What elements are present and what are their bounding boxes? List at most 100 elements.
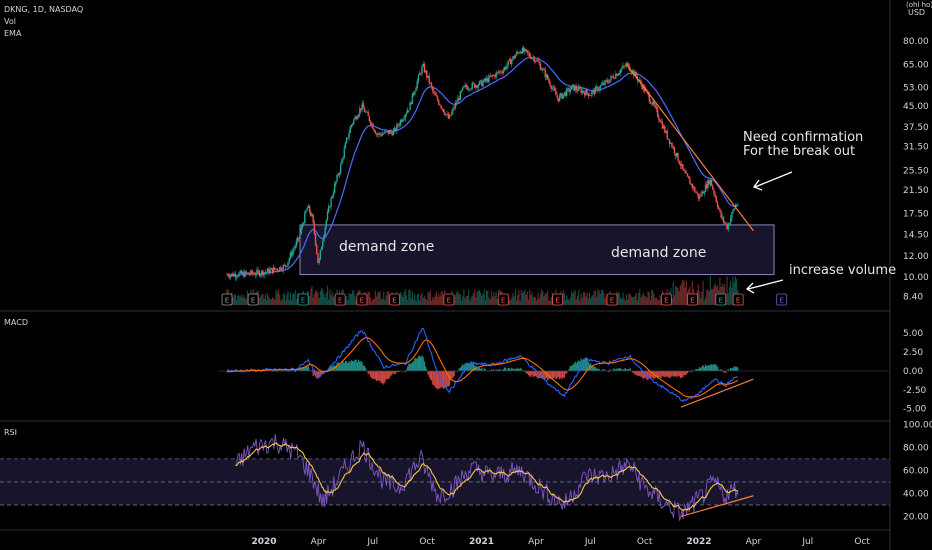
volume-bar [579,300,581,305]
candle-body [484,78,487,81]
candle-body [648,94,651,102]
volume-bar [267,293,269,305]
volume-bar [518,289,520,305]
earnings-badge[interactable] [606,293,618,306]
volume-bar [258,297,260,305]
earnings-badge[interactable] [443,293,455,306]
candle-body [521,47,524,54]
volume-bar [384,300,386,305]
candle-body [726,223,728,230]
earnings-badge[interactable] [221,293,233,306]
earnings-badge[interactable] [552,293,564,306]
macd-divergence-line[interactable] [680,378,754,408]
volume-bar [310,288,312,305]
candle-body [288,258,290,263]
candle-body [515,52,518,56]
volume-bar [679,285,682,305]
macd-tick-label: -5.00 [903,405,927,415]
earnings-badge-label: E [338,297,342,305]
candle-body [440,105,442,109]
volume-bar [618,293,620,305]
volume-bar [311,285,313,305]
price-tick-label: 65.00 [903,60,929,70]
macd-hist-bar [641,370,643,378]
volume-bar [435,291,437,305]
volume-bar [320,288,323,305]
earnings-badge[interactable] [247,293,259,306]
macd-hist-bar [300,367,302,371]
rsi-divergence-line[interactable] [680,495,754,518]
volume-bar [481,295,483,305]
macd-hist-bar [663,370,665,377]
earnings-badge-label: E [555,297,559,305]
macd-hist-bar [579,361,581,371]
macd-hist-bar [442,370,445,389]
macd-tick-label: 2.50 [903,348,923,358]
candle-body [361,103,363,110]
volume-bar [276,292,278,305]
candle-body [243,272,245,277]
macd-hist-bar [688,370,690,372]
volume-bar [407,300,409,305]
rsi-pane[interactable]: 100.00 80.00 60.00 40.00 20.00 [0,420,932,522]
macd-hist-bar [547,370,549,381]
candle-body [716,201,719,207]
trendline[interactable] [626,64,754,232]
macd-pane[interactable]: 5.00 2.50 0.00 -2.50 -5.00 [218,327,927,415]
candle-body [264,271,267,273]
macd-hist-bar [678,370,680,377]
volume-bar [574,290,576,305]
earnings-badge[interactable] [660,293,672,306]
arrow-icon[interactable] [745,279,784,294]
earnings-badge[interactable] [732,293,744,306]
candle-body [403,118,405,120]
macd-hist-bar [297,369,299,371]
macd-hist-bar [349,362,351,371]
macd-hist-bar [489,370,491,372]
earnings-badge[interactable] [297,293,309,306]
volume-bar [281,299,283,305]
macd-hist-bar [517,367,519,371]
macd-hist-bar [361,362,363,371]
macd-hist-bar [730,368,732,371]
pane-separators [0,0,891,550]
price-pane[interactable]: 80.00 65.00 53.00 45.00 37.50 31.50 25.50 21.50… [221,37,929,306]
candle-body [447,113,450,119]
earnings-badge[interactable] [389,293,400,306]
macd-hist-bar [722,370,725,373]
volume-bar [605,295,607,305]
macd-hist-bar [298,370,300,371]
candle-body [570,86,573,90]
macd-hist-bar [435,370,437,389]
volume-bar [496,299,498,305]
macd-hist-bar [425,366,427,371]
volume-bar [289,292,292,305]
earnings-badge[interactable] [715,293,727,306]
arrow-icon[interactable] [752,171,793,191]
volume-bar [550,297,552,305]
demand-zone-box[interactable] [299,224,775,276]
volume-bar [426,300,428,305]
macd-hist-bar [291,369,293,371]
candle-body [609,79,611,83]
macd-hist-bar [372,370,374,380]
volume-bar [408,290,410,305]
macd-hist-bar [708,365,710,371]
candle-body [534,60,537,62]
candle-body [536,59,538,61]
earnings-badge[interactable] [356,293,368,306]
macd-hist-bar [525,370,527,374]
macd-hist-bar [714,364,716,371]
macd-hist-bar [633,370,635,374]
earnings-badge[interactable] [497,293,509,306]
candle-body [343,148,345,158]
earnings-badge[interactable] [334,293,346,306]
volume-bar [238,294,240,305]
macd-hist-bar [454,370,457,372]
macd-hist-bar [665,370,667,377]
earnings-badge[interactable] [687,293,698,306]
earnings-badge[interactable] [776,293,788,306]
macd-hist-bar [623,368,625,371]
